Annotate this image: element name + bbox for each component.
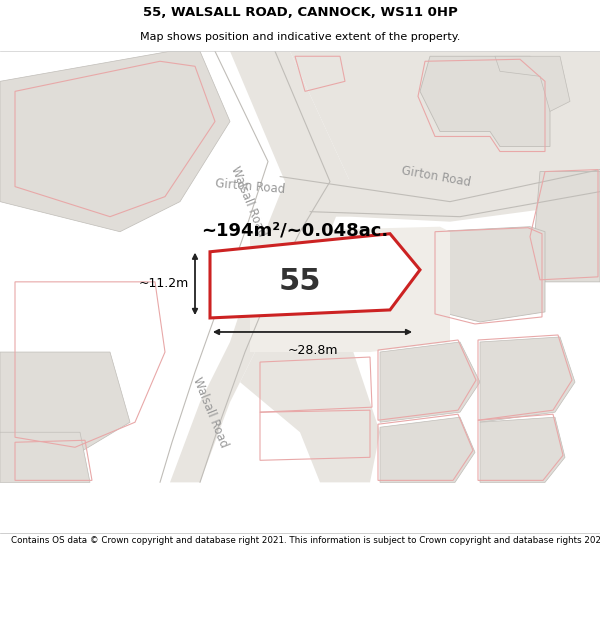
Polygon shape: [170, 51, 350, 483]
Polygon shape: [380, 418, 475, 482]
Text: ~11.2m: ~11.2m: [139, 278, 189, 291]
Polygon shape: [0, 432, 90, 482]
Polygon shape: [480, 337, 575, 422]
Polygon shape: [480, 418, 565, 482]
Text: Girton Road: Girton Road: [215, 177, 286, 196]
Text: ~28.8m: ~28.8m: [287, 344, 338, 357]
Text: 55, WALSALL ROAD, CANNOCK, WS11 0HP: 55, WALSALL ROAD, CANNOCK, WS11 0HP: [143, 6, 457, 19]
Text: Contains OS data © Crown copyright and database right 2021. This information is : Contains OS data © Crown copyright and d…: [11, 536, 600, 545]
Text: 55: 55: [279, 268, 321, 296]
Text: Girton Road: Girton Road: [400, 164, 472, 189]
Text: Walsall Road: Walsall Road: [190, 375, 230, 449]
Text: Map shows position and indicative extent of the property.: Map shows position and indicative extent…: [140, 32, 460, 42]
Polygon shape: [250, 227, 450, 352]
Polygon shape: [325, 156, 600, 222]
Polygon shape: [0, 352, 130, 452]
Polygon shape: [535, 171, 600, 282]
Polygon shape: [240, 342, 380, 482]
Text: ~194m²/~0.048ac.: ~194m²/~0.048ac.: [202, 222, 389, 240]
Polygon shape: [495, 56, 570, 111]
Text: Walsall Road: Walsall Road: [228, 164, 268, 239]
Polygon shape: [280, 51, 600, 202]
Polygon shape: [380, 342, 480, 422]
Polygon shape: [425, 227, 545, 322]
Polygon shape: [0, 51, 230, 232]
Polygon shape: [420, 56, 550, 146]
Polygon shape: [210, 234, 420, 318]
